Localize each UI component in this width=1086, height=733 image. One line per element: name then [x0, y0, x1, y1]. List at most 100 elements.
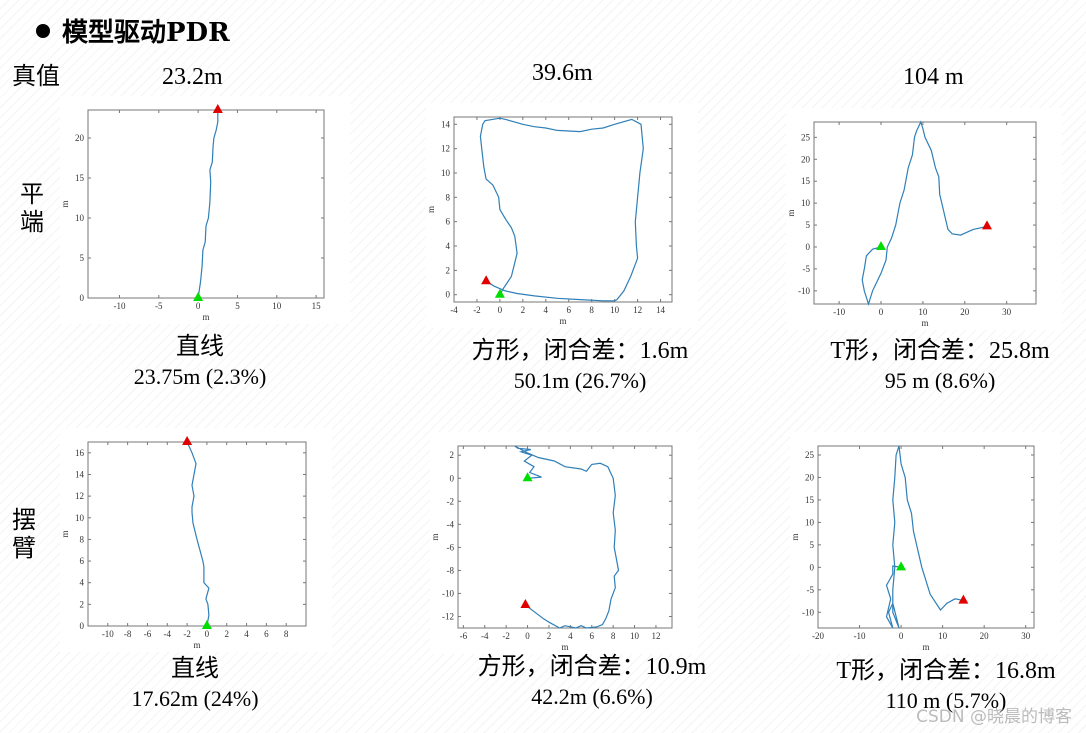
start-marker-icon: [522, 472, 533, 482]
svg-text:20: 20: [805, 472, 815, 482]
svg-text:-10: -10: [833, 307, 845, 317]
truth-value-t: 104 m: [903, 64, 964, 90]
svg-text:-20: -20: [812, 631, 824, 641]
trajectory-line: [861, 120, 988, 307]
chart-swing-square: -6 -4 -2 0 2 4 6 8 10 12 -12 -10 -8 -6 -4 -2 0 2 m m: [430, 432, 698, 654]
svg-text:8: 8: [611, 631, 616, 641]
svg-text:m: m: [193, 640, 200, 650]
svg-text:m: m: [922, 642, 929, 652]
svg-text:2: 2: [80, 599, 85, 609]
svg-text:-4: -4: [447, 519, 455, 529]
svg-text:15: 15: [75, 173, 85, 183]
svg-text:5: 5: [806, 220, 811, 230]
svg-text:30: 30: [1021, 631, 1030, 641]
start-marker-icon: [193, 292, 204, 301]
trajectory-line: [514, 445, 620, 629]
caption-flat-square: 方形，闭合差：1.6m 50.1m (26.7%): [471, 338, 689, 393]
svg-text:10: 10: [272, 301, 282, 311]
svg-text:0: 0: [525, 631, 530, 641]
row-label-flat: 平端: [20, 180, 44, 236]
svg-text:8: 8: [589, 305, 594, 315]
svg-text:6: 6: [264, 629, 269, 639]
svg-text:m: m: [921, 318, 928, 328]
svg-text:4: 4: [446, 241, 451, 251]
svg-text:-10: -10: [798, 286, 810, 296]
svg-text:2: 2: [547, 631, 552, 641]
svg-text:6: 6: [566, 305, 571, 315]
svg-text:0: 0: [196, 301, 201, 311]
svg-text:5: 5: [810, 540, 815, 550]
trajectory-line: [186, 441, 210, 627]
svg-text:10: 10: [75, 513, 85, 523]
trajectory-line: [885, 445, 964, 629]
svg-text:0: 0: [80, 293, 85, 303]
svg-text:-10: -10: [802, 607, 814, 617]
svg-text:16: 16: [75, 448, 85, 458]
end-marker-icon: [981, 220, 992, 230]
svg-text:-4: -4: [481, 631, 489, 641]
svg-text:-2: -2: [502, 631, 510, 641]
svg-text:-6: -6: [144, 629, 152, 639]
svg-text:-2: -2: [473, 305, 481, 315]
bullet-icon: [36, 23, 50, 38]
start-marker-icon: [201, 620, 212, 629]
truth-label: 真值: [12, 62, 60, 90]
truth-value-square: 39.6m: [532, 60, 593, 86]
svg-text:0: 0: [810, 562, 815, 572]
svg-text:14: 14: [656, 305, 666, 315]
svg-text:2: 2: [446, 265, 451, 275]
row-label-swing: 摆臂: [12, 506, 36, 562]
plot-area: [817, 445, 1035, 629]
svg-text:0: 0: [879, 307, 884, 317]
svg-text:-2: -2: [183, 629, 191, 639]
svg-text:4: 4: [80, 578, 85, 588]
plot-area: [87, 441, 307, 627]
svg-text:20: 20: [75, 133, 85, 143]
svg-text:20: 20: [801, 154, 811, 164]
svg-text:25: 25: [801, 132, 811, 142]
svg-text:-4: -4: [164, 629, 172, 639]
svg-text:m: m: [786, 209, 796, 216]
svg-text:12: 12: [651, 631, 660, 641]
svg-text:m: m: [430, 533, 440, 540]
svg-text:-6: -6: [447, 542, 455, 552]
svg-text:10: 10: [805, 517, 815, 527]
svg-text:0: 0: [498, 305, 503, 315]
svg-text:6: 6: [80, 556, 85, 566]
svg-text:-8: -8: [447, 565, 455, 575]
start-marker-icon: [494, 288, 505, 298]
svg-text:10: 10: [441, 168, 451, 178]
end-marker-icon: [212, 104, 223, 113]
svg-text:8: 8: [80, 534, 85, 544]
plot-area: [453, 116, 673, 303]
svg-text:-10: -10: [854, 631, 866, 641]
svg-text:2: 2: [521, 305, 526, 315]
svg-text:12: 12: [441, 144, 450, 154]
svg-text:20: 20: [980, 631, 990, 641]
start-marker-icon: [896, 561, 907, 571]
chart-swing-line: -10 -8 -6 -4 -2 0 2 4 6 8 0 2 4 6 8 10 12 14 16 m m: [60, 428, 332, 652]
svg-text:m: m: [790, 533, 800, 540]
truth-value-line: 23.2m: [162, 64, 223, 90]
chart-flat-line: -10 -5 0 5 10 15 0 5 10 15 20 m m: [60, 96, 350, 324]
svg-text:2: 2: [224, 629, 229, 639]
caption-flat-line: 直线 23.75m (2.3%): [133, 334, 267, 389]
svg-text:m: m: [426, 206, 436, 213]
svg-text:12: 12: [633, 305, 642, 315]
svg-text:25: 25: [805, 450, 815, 460]
svg-text:0: 0: [899, 631, 904, 641]
svg-text:14: 14: [75, 469, 85, 479]
svg-text:-12: -12: [442, 611, 454, 621]
svg-text:12: 12: [75, 491, 84, 501]
svg-text:20: 20: [960, 307, 970, 317]
chart-flat-t: -10 0 10 20 30 -10 -5 0 5 10 15 20 25 m m: [786, 108, 1062, 330]
svg-text:0: 0: [446, 290, 451, 300]
caption-swing-t: T形，闭合差：16.8m 110 m (5.7%): [836, 658, 1056, 713]
svg-text:15: 15: [312, 301, 322, 311]
svg-text:-4: -4: [450, 305, 458, 315]
end-marker-icon: [481, 275, 492, 285]
svg-text:-5: -5: [807, 585, 815, 595]
svg-text:10: 10: [801, 198, 811, 208]
svg-text:6: 6: [590, 631, 595, 641]
svg-text:m: m: [60, 530, 70, 537]
